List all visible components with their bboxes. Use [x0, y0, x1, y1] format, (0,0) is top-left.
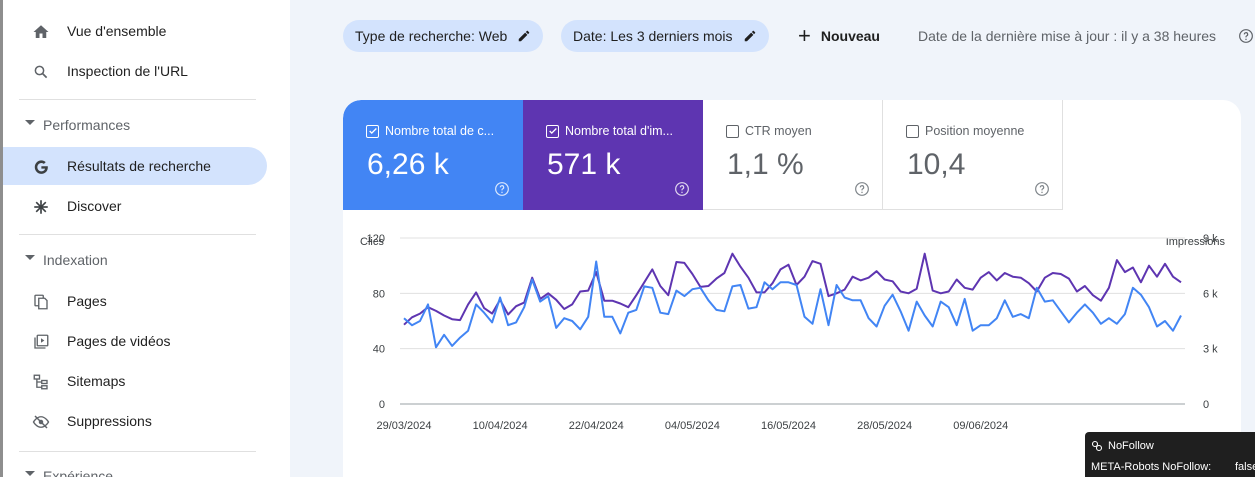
metric-ctr-tile[interactable]: CTR moyen 1,1 %: [703, 100, 883, 210]
divider: [19, 99, 256, 100]
edit-pencil-icon: [517, 29, 531, 43]
sidebar-item-label: Vue d'ensemble: [67, 23, 167, 39]
tooltip-title: NoFollow: [1108, 440, 1154, 452]
metric-label: Position moyenne: [925, 124, 1025, 138]
sidebar-item-discover[interactable]: Discover: [3, 187, 267, 225]
help-icon[interactable]: [1238, 28, 1254, 44]
date-filter-chip[interactable]: Date: Les 3 derniers mois: [561, 20, 769, 52]
x-tick-label: 22/04/2024: [569, 420, 624, 432]
nofollow-tooltip: NoFollow META-Robots NoFollow: false: [1085, 432, 1255, 477]
sidebar-item-label: Discover: [67, 198, 122, 214]
divider: [19, 234, 256, 235]
y-tick-left: 80: [373, 288, 385, 300]
checkbox-checked-icon[interactable]: [366, 124, 379, 138]
metric-value: 6,26 k: [367, 148, 449, 181]
sidebar-item-label: Résultats de recherche: [67, 158, 211, 174]
sidebar: Vue d'ensemble Inspection de l'URL Perfo…: [3, 0, 290, 477]
sidebar-item-label: Suppressions: [67, 413, 152, 429]
metric-label: Nombre total d'im...: [565, 124, 673, 138]
pages-icon: [31, 292, 51, 312]
collapse-icon: [25, 255, 35, 260]
sidebar-item-removals[interactable]: Suppressions: [3, 402, 267, 440]
eye-off-icon: [31, 412, 51, 432]
section-performances[interactable]: Performances: [3, 114, 267, 138]
divider: [19, 451, 256, 452]
x-tick-label: 29/03/2024: [376, 420, 431, 432]
help-icon[interactable]: [674, 181, 690, 197]
asterisk-icon: [31, 197, 51, 217]
search-icon: [31, 62, 51, 82]
search-type-filter-chip[interactable]: Type de recherche: Web: [343, 20, 544, 52]
sitemap-icon: [31, 372, 51, 392]
sidebar-item-video-pages[interactable]: Pages de vidéos: [3, 322, 267, 360]
performance-chart[interactable]: Clics Impressions 0 0 40 3 k 80 6 k 120 9 k 29/…: [343, 220, 1241, 460]
last-update-text: Date de la dernière mise à jour : il y a…: [918, 28, 1217, 44]
metric-clicks-tile[interactable]: Nombre total de c... 6,26 k: [343, 100, 523, 210]
edit-pencil-icon: [743, 29, 757, 43]
tooltip-value: false: [1235, 461, 1255, 473]
series-line-clicks: [403, 260, 1182, 349]
main-content: Type de recherche: Web Date: Les 3 derni…: [290, 0, 1255, 477]
y-axis-right-label: Impressions: [1166, 236, 1226, 248]
window-edge: [0, 0, 3, 477]
performance-card: Nombre total de c... 6,26 k Nombre total…: [343, 100, 1241, 477]
y-tick-left: 120: [367, 233, 385, 245]
section-experience[interactable]: Expérience: [3, 465, 267, 477]
metric-value: 1,1 %: [727, 148, 804, 181]
collapse-icon: [25, 471, 35, 476]
new-filter-button[interactable]: + Nouveau: [798, 20, 880, 52]
sidebar-item-label: Pages: [67, 293, 107, 309]
link-icon: [1091, 440, 1103, 452]
chip-label: Type de recherche: Web: [355, 28, 508, 44]
sidebar-item-search-results[interactable]: Résultats de recherche: [3, 147, 267, 185]
video-pages-icon: [31, 332, 51, 352]
help-icon[interactable]: [1034, 181, 1050, 197]
checkbox-unchecked-icon[interactable]: [906, 124, 919, 138]
x-tick-label: 04/05/2024: [665, 420, 720, 432]
y-tick-right: 9 k: [1203, 233, 1218, 245]
x-tick-label: 16/05/2024: [761, 420, 816, 432]
help-icon[interactable]: [494, 181, 510, 197]
help-icon[interactable]: [854, 181, 870, 197]
section-label: Indexation: [43, 252, 108, 268]
tooltip-label: META-Robots NoFollow:: [1091, 461, 1212, 473]
metric-value: 10,4: [907, 148, 966, 181]
y-tick-right: 6 k: [1203, 288, 1218, 300]
metric-impressions-tile[interactable]: Nombre total d'im... 571 k: [523, 100, 703, 210]
sidebar-item-label: Inspection de l'URL: [67, 63, 188, 79]
checkbox-checked-icon[interactable]: [546, 124, 559, 138]
metric-position-tile[interactable]: Position moyenne 10,4: [883, 100, 1063, 210]
google-g-icon: [31, 157, 51, 177]
x-tick-label: 10/04/2024: [473, 420, 528, 432]
y-tick-right: 3 k: [1203, 344, 1218, 356]
section-label: Expérience: [43, 468, 114, 477]
y-tick-left: 0: [379, 399, 385, 411]
checkbox-unchecked-icon[interactable]: [726, 124, 739, 138]
sidebar-item-label: Pages de vidéos: [67, 333, 171, 349]
y-tick-left: 40: [373, 344, 385, 356]
x-tick-label: 28/05/2024: [857, 420, 912, 432]
x-tick-label: 09/06/2024: [953, 420, 1008, 432]
metric-value: 571 k: [547, 148, 621, 181]
chip-label: Date: Les 3 derniers mois: [573, 28, 733, 44]
y-tick-right: 0: [1203, 399, 1209, 411]
sidebar-item-label: Sitemaps: [67, 373, 126, 389]
metric-label: CTR moyen: [745, 124, 812, 138]
metric-label: Nombre total de c...: [385, 124, 495, 138]
sidebar-item-pages[interactable]: Pages: [3, 282, 267, 320]
collapse-icon: [25, 120, 35, 125]
section-label: Performances: [43, 117, 131, 133]
new-filter-label: Nouveau: [820, 28, 880, 44]
home-icon: [31, 22, 51, 42]
sidebar-item-url-inspection[interactable]: Inspection de l'URL: [3, 52, 267, 90]
sidebar-item-sitemaps[interactable]: Sitemaps: [3, 362, 267, 400]
sidebar-item-overview[interactable]: Vue d'ensemble: [3, 12, 267, 50]
plus-icon: +: [798, 23, 811, 48]
section-indexation[interactable]: Indexation: [3, 249, 267, 273]
y-axis-left-label: Clics: [360, 236, 384, 248]
